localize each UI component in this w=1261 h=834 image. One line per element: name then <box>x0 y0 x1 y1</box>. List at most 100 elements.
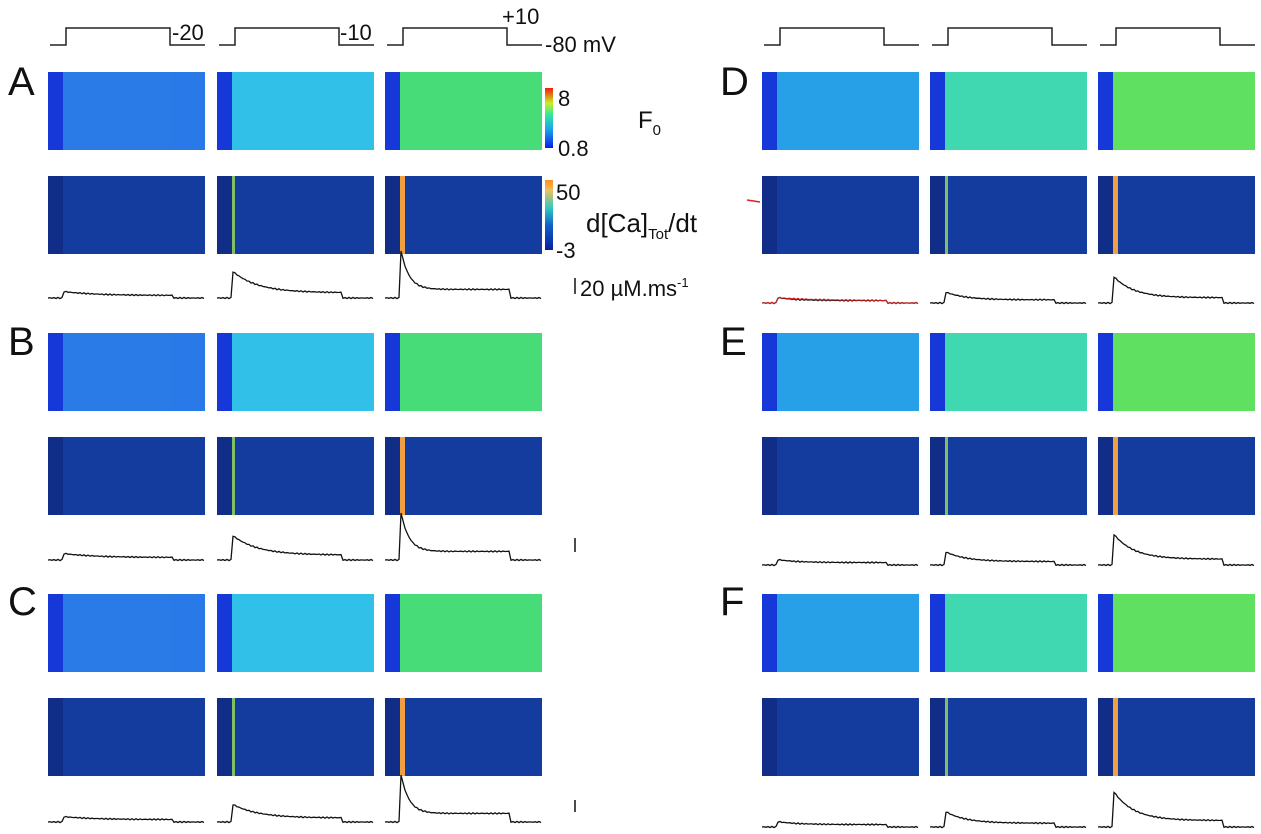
baseline-strip <box>217 72 232 150</box>
rate-image <box>1098 176 1255 254</box>
label: 20 µM.ms <box>580 276 677 301</box>
image-edge <box>1220 333 1255 411</box>
baseline-strip <box>1098 437 1113 515</box>
panel-label: E <box>720 320 747 364</box>
colorbar-label: F0 <box>638 107 661 139</box>
rate-image <box>48 698 205 776</box>
panel-label: A <box>8 60 35 104</box>
release-band <box>945 698 948 776</box>
voltage-label: -10 <box>340 20 372 45</box>
baseline-strip <box>930 176 945 254</box>
baseline-strip <box>930 333 945 411</box>
release-band <box>232 698 235 776</box>
panel-label: F <box>720 580 744 624</box>
trace <box>384 250 542 300</box>
baseline-strip <box>385 437 400 515</box>
holding-label: -80 mV <box>545 32 616 57</box>
trace <box>929 291 1087 305</box>
trace <box>929 551 1087 567</box>
baseline-strip <box>762 437 777 515</box>
trace <box>929 811 1087 829</box>
release-band <box>232 176 235 254</box>
baseline-strip <box>1098 594 1113 672</box>
baseline-strip <box>385 594 400 672</box>
rate-image <box>930 437 1087 515</box>
subscript: 0 <box>653 122 661 139</box>
panel-label: C <box>8 580 37 624</box>
trace <box>216 271 374 300</box>
image-edge <box>507 333 542 411</box>
rate-image <box>930 176 1087 254</box>
baseline-strip <box>48 437 63 515</box>
voltage-step <box>1100 27 1255 46</box>
release-band <box>945 176 948 254</box>
baseline-strip <box>217 176 232 254</box>
trace <box>1097 791 1255 829</box>
trace <box>216 535 374 562</box>
rate-image <box>48 437 205 515</box>
colorbar-min: 0.8 <box>558 136 589 161</box>
rate-image <box>385 176 542 254</box>
image-edge <box>884 72 919 150</box>
image-edge <box>1052 594 1087 672</box>
baseline-strip <box>385 698 400 776</box>
rate-image <box>1098 437 1255 515</box>
trace <box>216 804 374 824</box>
trace <box>47 552 205 562</box>
baseline-strip <box>48 176 63 254</box>
trace <box>1097 276 1255 305</box>
trace <box>384 774 542 824</box>
image-edge <box>170 594 205 672</box>
rate-image <box>1098 698 1255 776</box>
rate-image <box>217 176 374 254</box>
content <box>47 27 1255 829</box>
colorbar <box>545 180 553 250</box>
rate-image <box>762 176 919 254</box>
baseline-strip <box>1098 72 1113 150</box>
image-edge <box>1052 72 1087 150</box>
image-edge <box>507 72 542 150</box>
rate-image <box>385 698 542 776</box>
colorbar <box>545 88 553 148</box>
baseline-strip <box>1098 698 1113 776</box>
release-band <box>232 437 235 515</box>
voltage-step <box>764 27 919 46</box>
baseline-strip <box>1098 176 1113 254</box>
baseline-strip <box>48 72 63 150</box>
release-band <box>400 437 405 515</box>
panel-label: D <box>720 60 749 104</box>
image-edge <box>170 72 205 150</box>
image-edge <box>1220 594 1255 672</box>
voltage-step <box>219 27 374 46</box>
baseline-strip <box>385 72 400 150</box>
baseline-strip <box>385 333 400 411</box>
release-band <box>400 698 405 776</box>
rate-image <box>762 698 919 776</box>
arrow <box>746 199 761 203</box>
trace <box>384 512 542 562</box>
release-band <box>945 437 948 515</box>
voltage-step <box>387 27 542 46</box>
baseline-strip <box>385 176 400 254</box>
image-edge <box>884 594 919 672</box>
baseline-strip <box>48 698 63 776</box>
baseline-strip <box>217 437 232 515</box>
rate-image <box>762 437 919 515</box>
trace <box>761 820 919 829</box>
image-edge <box>1052 333 1087 411</box>
colorbar-label: d[Ca]Tot/dt <box>586 208 698 243</box>
scale-label: 20 µM.ms-1 <box>580 275 689 301</box>
colorbar-max: 50 <box>556 180 580 205</box>
trace <box>1097 533 1255 567</box>
subscript: Tot <box>648 226 669 243</box>
baseline-strip <box>762 333 777 411</box>
baseline-strip <box>48 333 63 411</box>
rate-image <box>217 437 374 515</box>
image-edge <box>339 72 374 150</box>
label: d[Ca] <box>586 208 648 238</box>
voltage-step <box>932 27 1087 46</box>
rate-image <box>217 698 374 776</box>
trace <box>761 296 919 305</box>
voltage-label: +10 <box>502 4 539 29</box>
